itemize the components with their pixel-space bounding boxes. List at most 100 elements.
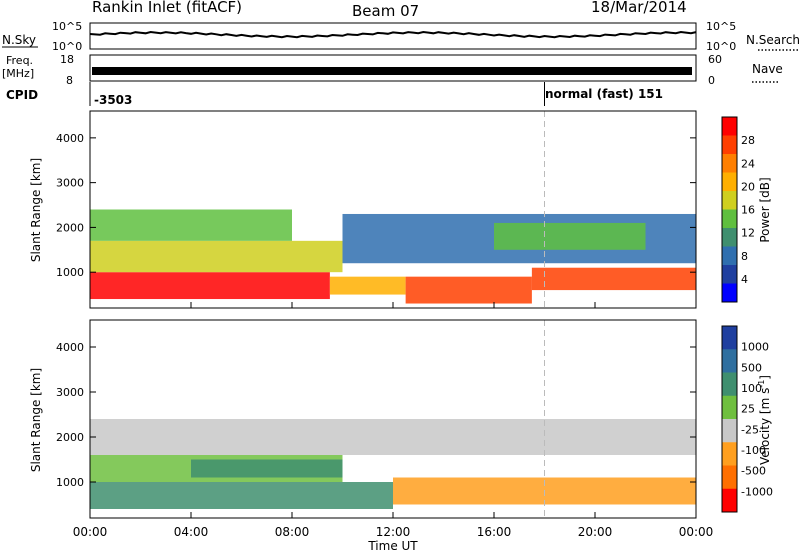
- power-colorbar-swatch-3: [722, 172, 737, 192]
- velocity-colorbar-tick-2: 100: [741, 382, 762, 395]
- power-colorbar-swatch-5: [722, 209, 737, 229]
- x-tick-label-6: 00:00: [679, 525, 714, 539]
- nave-tick-bottom: 0: [708, 74, 715, 87]
- cpid-label: CPID: [6, 88, 38, 102]
- velocity-ylabel: Slant Range [km]: [29, 368, 43, 472]
- freq-strip: Freq. [MHz] 18 8 60 0 Nave: [2, 53, 783, 87]
- velocity-band-3: [90, 419, 696, 455]
- nave-tick-top: 60: [708, 53, 722, 66]
- x-tick-label-0: 00:00: [73, 525, 108, 539]
- velocity-colorbar-swatch-5: [722, 442, 737, 466]
- power-y-ticks: 1000 2000 3000 4000: [56, 132, 696, 279]
- beam-title: Beam 07: [352, 2, 420, 20]
- x-tick-label-2: 08:00: [275, 525, 310, 539]
- velocity-y-tick-label-1: 2000: [56, 431, 84, 444]
- velocity-colorbar: 1000 500 100 25 -25 -100 -500 -1000: [721, 325, 773, 513]
- power-colorbar-tick-0: 4: [741, 273, 748, 286]
- power-colorbar-swatch-0: [722, 117, 737, 136]
- freq-tick-bottom: 8: [66, 74, 73, 87]
- x-tick-label-1: 04:00: [174, 525, 209, 539]
- power-colorbar-swatch-1: [722, 135, 737, 155]
- velocity-colorbar-tick-6: -500: [741, 465, 766, 478]
- freq-label: Freq.: [6, 54, 33, 67]
- power-panel: 1000 2000 3000 4000 Slant Range [km] 4 8 12 16…: [29, 110, 772, 309]
- velocity-y-tick-label-2: 3000: [56, 386, 84, 399]
- cpid-row: CPID -3503 normal (fast) 151: [6, 82, 663, 107]
- power-band-2: [405, 276, 532, 304]
- station-title: Rankin Inlet (fitACF): [92, 0, 243, 16]
- time-x-ticks: 00:00 04:00 08:00 12:00 16:00 20:00 00:00: [73, 302, 714, 539]
- date-title: 18/Mar/2014: [591, 0, 687, 16]
- velocity-colorbar-swatch-1: [722, 349, 737, 373]
- freq-tick-top: 18: [60, 53, 74, 66]
- power-band-4: [90, 240, 343, 273]
- power-marks: [90, 111, 696, 308]
- power-y-tick-label-0: 1000: [56, 266, 84, 279]
- noise-tick-right-top: 10^5: [706, 20, 736, 33]
- power-colorbar-tick-5: 24: [741, 157, 755, 170]
- cpid-left-value: -3503: [94, 93, 132, 107]
- velocity-colorbar-tick-7: -1000: [741, 485, 773, 498]
- power-colorbar-tick-2: 12: [741, 227, 755, 240]
- power-ylabel: Slant Range [km]: [29, 158, 43, 262]
- time-axis-label: Time UT: [367, 539, 418, 553]
- velocity-colorbar-tick-4: -25: [741, 423, 759, 436]
- noise-strip: N.Sky 10^5 10^0 10^5 10^0 N.Search: [2, 20, 800, 53]
- noise-tick-left-bottom: 10^0: [52, 40, 82, 53]
- power-colorbar-swatch-4: [722, 191, 737, 210]
- velocity-colorbar-frame: [721, 325, 738, 513]
- power-y-tick-label-3: 4000: [56, 132, 84, 145]
- freq-band: [92, 67, 692, 75]
- power-band-1: [329, 276, 406, 295]
- velocity-marks: [90, 320, 696, 518]
- velocity-panel: 1000 2000 3000 4000 Slant Range [km] 1000 50…: [29, 319, 773, 519]
- x-tick-label-4: 16:00: [477, 525, 512, 539]
- power-colorbar-swatch-2: [722, 154, 737, 173]
- nave-label: Nave: [752, 62, 783, 76]
- velocity-colorbar-tick-3: 25: [741, 403, 755, 416]
- velocity-colorbar-swatch-3: [722, 395, 737, 420]
- power-y-tick-label-2: 3000: [56, 177, 84, 190]
- power-band-7: [494, 222, 646, 250]
- power-y-tick-label-1: 2000: [56, 221, 84, 234]
- noise-tick-left-top: 10^5: [52, 20, 82, 33]
- nsky-label: N.Sky: [2, 33, 36, 47]
- cpid-right-value: normal (fast) 151: [545, 87, 663, 101]
- nsearch-label: N.Search: [746, 33, 800, 47]
- power-colorbar-label: Power [dB]: [758, 177, 772, 242]
- power-colorbar-swatch-6: [722, 228, 737, 247]
- power-colorbar-tick-3: 16: [741, 204, 755, 217]
- velocity-colorbar-swatch-6: [722, 465, 737, 490]
- velocity-band-0: [90, 482, 393, 509]
- power-band-5: [90, 209, 292, 241]
- power-colorbar-tick-1: 8: [741, 250, 748, 263]
- power-colorbar: 4 8 12 16 20 24 28: [721, 116, 755, 303]
- power-band-3: [531, 267, 696, 291]
- power-colorbar-tick-4: 20: [741, 180, 755, 193]
- power-colorbar-swatch-7: [722, 246, 737, 266]
- velocity-colorbar-label: Velocity [m s-1]: [757, 375, 772, 465]
- velocity-colorbar-swatch-7: [722, 488, 737, 513]
- velocity-colorbar-tick-0: 1000: [741, 341, 769, 354]
- power-colorbar-swatch-8: [722, 265, 737, 284]
- power-colorbar-swatch-9: [722, 283, 737, 303]
- velocity-y-tick-label-3: 4000: [56, 341, 84, 354]
- x-tick-label-5: 20:00: [578, 525, 613, 539]
- freq-unit-label: [MHz]: [2, 67, 34, 80]
- velocity-y-tick-label-0: 1000: [56, 476, 84, 489]
- power-band-0: [90, 272, 330, 300]
- power-colorbar-tick-6: 28: [741, 134, 755, 147]
- velocity-colorbar-swatch-4: [722, 419, 737, 443]
- velocity-band-4: [191, 459, 343, 478]
- velocity-colorbar-swatch-2: [722, 372, 737, 397]
- velocity-colorbar-tick-1: 500: [741, 361, 762, 374]
- power-colorbar-frame: [721, 116, 738, 303]
- noise-trace: [89, 30, 697, 39]
- x-tick-label-3: 12:00: [376, 525, 411, 539]
- velocity-y-ticks: 1000 2000 3000 4000: [56, 341, 696, 489]
- velocity-colorbar-swatch-0: [722, 326, 737, 350]
- noise-tick-right-bottom: 10^0: [706, 40, 736, 53]
- velocity-colorbar-tick-5: -100: [741, 444, 766, 457]
